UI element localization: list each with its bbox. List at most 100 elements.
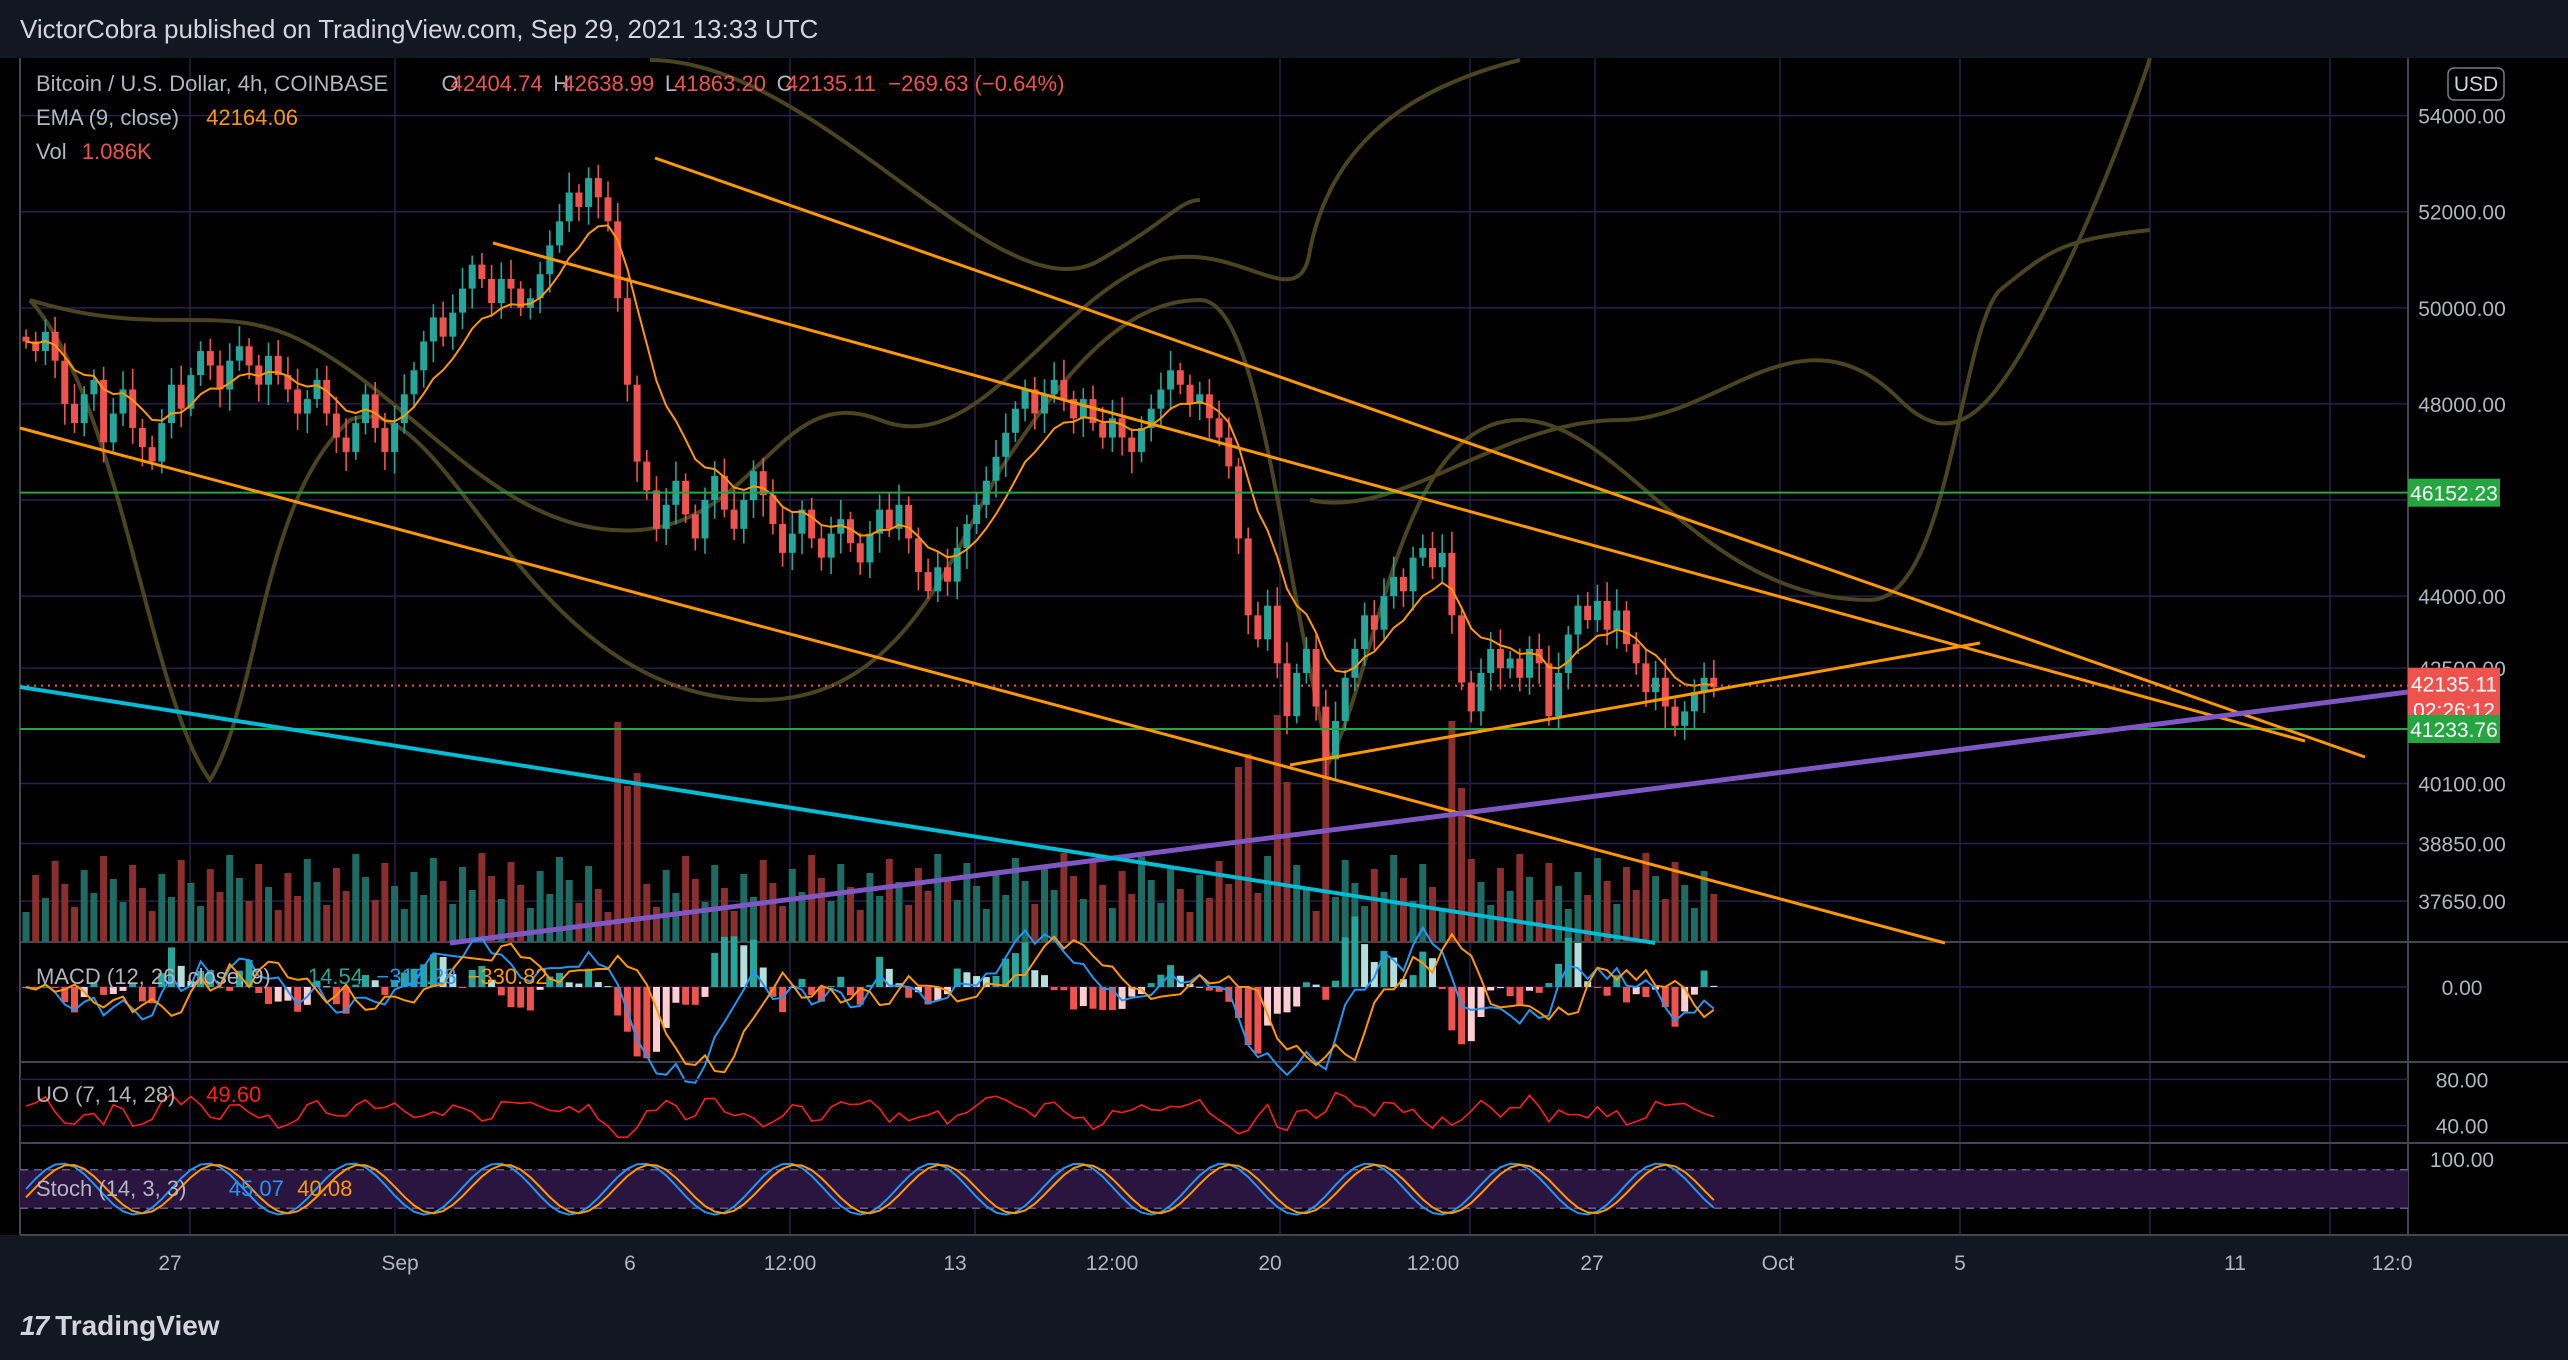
volume-bar [362,877,369,942]
macd-histogram-bar [1293,987,1301,1007]
macd-histogram-bar [1244,987,1252,1046]
candle-body [1147,408,1155,428]
volume-bar [1574,872,1582,942]
macd-line [25,925,1715,1084]
volume-bar [992,872,1000,942]
volume-bar [274,910,282,942]
macd-histogram-bar [856,987,864,1005]
volume-bar [1060,853,1068,942]
macd-histogram-bar [1438,987,1446,990]
macd-histogram-bar [352,984,360,987]
channel-mid-trendline [492,241,2306,743]
macd-histogram-bar [914,987,922,993]
volume-bar [1487,905,1495,942]
volume-bar [526,908,534,942]
publisher-text: VictorCobra published on TradingView.com… [20,14,819,44]
tradingview-logo[interactable]: 17 TradingView [20,1310,220,1342]
candle-body [497,279,505,304]
candle-body [429,317,437,342]
macd-histogram-bar [1147,983,1155,987]
candle-body [885,509,893,529]
candle-body [1380,596,1388,630]
macd-histogram-bar [1225,987,1233,1002]
price-tick-label: 54000.00 [2418,106,2506,129]
volume-bar [1477,882,1485,942]
macd-histogram-bar [740,945,748,987]
macd-histogram-bar [643,987,651,1059]
macd-histogram-bar [1564,937,1572,987]
candle-body [847,519,854,544]
macd-histogram-bar [1302,982,1310,987]
volume-bar [1496,868,1504,942]
volume-bar [953,900,961,942]
bb-basis [649,58,1201,271]
macd-histogram-bar [391,980,399,987]
candle-body [827,533,835,558]
volume-bar [1545,863,1553,942]
macd-histogram-bar [924,987,932,1005]
volume-bar [119,902,127,942]
candle-body [342,437,350,452]
candle-body [235,346,243,361]
candle-body [1545,663,1553,717]
volume-bar [556,857,563,942]
macd-histogram-bar [1215,987,1223,992]
volume-bar [148,911,156,942]
time-tick-label: 12:0 [2372,1252,2413,1275]
candle-body [1526,648,1533,678]
macd-legend-label: MACD (12, 26, close, 9) [36,964,271,989]
price-tick-label: 52000.00 [2418,202,2506,225]
candle-body [187,375,195,409]
candle-body [798,509,806,534]
volume-bar [129,865,137,942]
volume-bar [80,870,88,942]
candle-body [856,543,864,563]
candle-body [1399,576,1407,592]
volume-bar [1681,885,1689,942]
volume-bar [1564,909,1572,942]
volume-bar [1283,782,1291,942]
price-level-tag [2408,478,2500,507]
candle-body [1108,418,1116,438]
publish-bar: VictorCobra published on TradingView.com… [0,0,2568,58]
macd-histogram-bar [876,956,884,987]
price-tick-label: 38850.00 [2418,834,2506,857]
macd-histogram-bar [1409,975,1417,987]
ema-legend-label: EMA (9, close) [36,105,179,130]
volume-bar [1118,871,1126,942]
price-tick-label: 40100.00 [2418,773,2506,796]
volume-bar [1235,767,1242,942]
volume-bar [740,874,748,942]
volume-bar [711,865,719,942]
volume-bar [701,902,709,942]
macd-histogram-bar [614,987,622,1016]
volume-bar [1167,866,1175,942]
volume-bar [323,905,331,942]
macd-histogram-bar [963,972,971,987]
macd-histogram-bar [109,987,117,995]
candle-body [1671,706,1679,726]
volume-bar [1205,898,1213,942]
volume-bar [973,886,981,942]
time-tick-label: 6 [624,1252,636,1275]
macd-histogram-bar [1351,916,1359,987]
candle-body [769,495,777,525]
macd-histogram-bar [255,987,263,993]
macd-histogram-bar [585,968,593,987]
time-tick-label: 27 [1580,1252,1603,1275]
volume-bar [313,882,321,942]
candle-body [1186,384,1194,404]
volume-bar [1506,891,1514,942]
channel-upper-trendline [654,156,2366,759]
legend-high-label: H [553,71,569,96]
candle-body [381,427,389,452]
macd-histogram-bar [1050,987,1058,991]
candle-body [905,504,913,539]
macd-histogram-bar [1157,974,1165,987]
candle-body [168,384,175,424]
volume-bar [1050,890,1058,942]
candle-body [575,192,583,207]
candle-body [1031,389,1039,414]
volume-bar [507,862,515,942]
